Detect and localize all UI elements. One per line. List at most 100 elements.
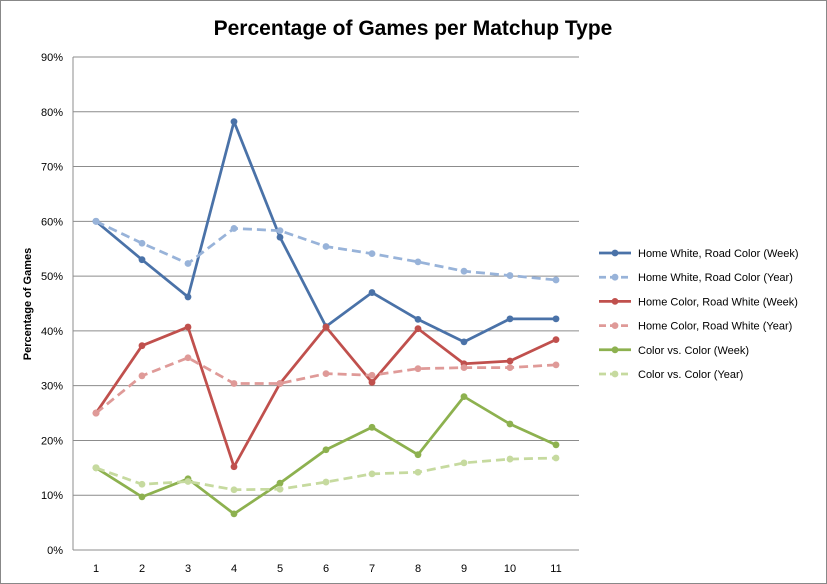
data-point [138,480,146,488]
axes [72,57,579,551]
data-point [276,380,284,387]
data-point [230,463,238,471]
data-point [368,250,376,258]
data-point [368,470,376,478]
x-tick-label: 6 [323,563,329,575]
data-point [138,239,146,247]
data-point [184,323,192,331]
legend-marker [611,273,619,281]
data-point [92,217,100,225]
data-point [552,315,560,323]
data-point [414,365,422,373]
data-point [184,354,192,362]
x-tick-label: 5 [277,563,283,575]
series-line [94,325,557,469]
series-2 [92,217,560,284]
data-point [230,486,238,494]
data-point [138,342,146,350]
data-point [230,225,238,232]
legend-label: Home White, Road Color (Year) [638,272,793,284]
series-line [95,120,556,344]
x-tick-label: 8 [415,563,421,575]
data-point [322,446,330,454]
legend-marker [611,322,619,329]
data-point [460,338,468,346]
data-point [184,260,192,267]
data-point [138,493,146,501]
series-lines [92,118,560,518]
legend-item: Home White, Road Color (Week) [599,248,799,260]
legend-marker [611,298,619,305]
data-point [322,370,330,378]
data-point [276,485,284,493]
data-point [460,364,468,371]
data-point [460,267,468,275]
data-point [322,478,330,486]
data-point [368,378,376,386]
y-axis-label: Percentage of Games [22,248,34,361]
data-point [414,451,422,459]
legend-marker [611,346,619,354]
legend-label: Color vs. Color (Week) [638,345,749,357]
data-point [368,423,376,431]
legend: Home White, Road Color (Week) Home White,… [599,248,799,381]
data-point [276,233,284,241]
data-point [414,325,422,333]
legend-item: Color vs. Color (Year) [599,369,743,381]
x-tick-label: 7 [369,563,375,575]
data-point [506,315,514,323]
data-point [552,454,560,462]
data-point [506,272,514,279]
gridlines [73,56,579,496]
x-tick-labels: 1 2 3 4 5 6 7 8 9 10 11 [93,563,562,575]
data-point [184,293,192,301]
data-point [230,510,238,518]
y-tick-label: 90% [41,52,63,64]
y-tick-label: 0% [47,545,63,557]
data-point [460,459,468,467]
data-point [506,455,514,463]
data-point [92,409,100,417]
data-point [230,118,238,126]
x-tick-label: 11 [550,563,561,575]
y-tick-label: 70% [41,162,63,174]
y-tick-label: 60% [41,216,63,228]
data-point [506,420,514,428]
series-line [95,395,557,516]
data-point [322,243,330,250]
legend-item: Home White, Road Color (Year) [599,272,793,284]
data-point [368,289,376,296]
data-point [322,323,330,331]
y-tick-label: 50% [41,271,63,283]
data-point [276,479,284,487]
legend-item: Home Color, Road White (Week) [599,296,798,308]
y-tick-label: 20% [41,435,63,447]
x-tick-label: 4 [231,563,237,575]
legend-label: Home Color, Road White (Year) [638,321,792,333]
legend-label: Home Color, Road White (Week) [638,296,798,308]
data-point [506,357,514,365]
x-tick-label: 2 [139,563,145,575]
data-point [414,315,422,323]
data-point [230,380,238,387]
legend-label: Color vs. Color (Year) [638,369,743,381]
data-point [138,256,146,264]
data-point [552,441,560,449]
series-line [95,220,557,282]
data-point [552,361,560,369]
series-6 [92,454,560,494]
x-tick-label: 10 [504,563,516,575]
y-tick-label: 10% [41,490,63,502]
legend-marker [611,370,619,378]
x-tick-label: 1 [93,563,99,575]
data-point [506,364,514,371]
data-point [552,276,560,284]
legend-item: Home Color, Road White (Year) [599,321,792,333]
y-tick-labels: 0% 10% 20% 30% 40% 50% 60% 70% 80% 90% [41,52,63,557]
y-tick-label: 40% [41,326,63,338]
data-point [414,468,422,476]
y-tick-label: 80% [41,107,63,119]
data-point [138,372,146,380]
data-point [184,478,192,485]
